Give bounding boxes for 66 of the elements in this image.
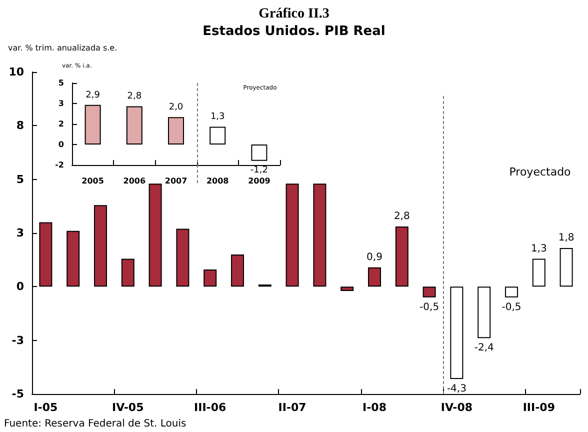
bar [251, 144, 268, 161]
data-label: 1,3 [210, 112, 225, 122]
bar [450, 286, 464, 379]
data-label: 2,8 [394, 211, 410, 222]
y-tick-label: -5 [12, 388, 24, 400]
x-tick-label: I-05 [34, 401, 58, 414]
x-tick-label: 2007 [164, 176, 188, 186]
x-tick-label: III-09 [522, 401, 555, 414]
y-tick-label: 3 [16, 226, 24, 240]
source-note: Fuente: Reserva Federal de St. Louis [4, 418, 186, 430]
y-tick-label: 10 [8, 66, 24, 78]
x-tick-label: IV-05 [112, 401, 144, 414]
bar [560, 248, 573, 287]
data-label: -4,3 [446, 383, 466, 394]
bar [210, 126, 226, 144]
bar [39, 222, 52, 287]
x-tick-label: II-07 [278, 401, 306, 414]
y-tick-label: 3 [58, 99, 64, 108]
bar [532, 258, 546, 287]
y-tick-label: -2 [55, 160, 64, 170]
annotation: Proyectado [509, 166, 572, 178]
x-tick-label: 2006 [123, 176, 146, 186]
chart-subtitle: Estados Unidos. PIB Real [202, 24, 386, 39]
chart-title: Gráfico II.3 [258, 6, 330, 22]
x-tick-label: III-06 [194, 401, 227, 414]
bar [66, 230, 80, 287]
data-label: -0,5 [502, 302, 522, 313]
x-tick-label: 2005 [82, 176, 104, 186]
data-label: 1,8 [558, 232, 574, 244]
x-tick-label: 2008 [206, 176, 230, 186]
bar [340, 286, 354, 291]
bar [121, 258, 134, 287]
bar [148, 184, 162, 287]
y-tick-label: 5 [16, 172, 24, 186]
data-label: -2,4 [474, 342, 494, 354]
x-tick-label: 2009 [248, 176, 271, 186]
y-tick-label: -3 [12, 334, 24, 347]
y-tick-label: 0 [58, 140, 64, 149]
bar [231, 254, 244, 287]
data-label: 2,0 [168, 102, 184, 113]
bar [313, 184, 326, 287]
y-axis-title: var. % trim. anualizada s.e. [8, 44, 118, 52]
x-tick-label: IV-08 [440, 401, 473, 414]
data-label: 1,3 [530, 243, 547, 254]
bar [422, 286, 436, 298]
bar [368, 267, 381, 287]
x-tick-label: I-08 [362, 401, 386, 414]
bar [204, 269, 217, 287]
data-label: -0,5 [420, 302, 440, 313]
data-label: -1,2 [250, 165, 268, 176]
y-tick-label: 2 [58, 120, 64, 128]
y-tick-label: 0 [16, 280, 24, 294]
data-label: 0,9 [366, 252, 382, 263]
data-label: 2,8 [127, 92, 142, 102]
bar [286, 184, 299, 287]
bar [84, 104, 101, 144]
bar [94, 205, 107, 287]
bar [478, 286, 491, 338]
bar [176, 228, 190, 287]
y-tick-label: 5 [58, 78, 64, 88]
bar [505, 286, 518, 298]
bar [395, 226, 408, 287]
bar [168, 117, 184, 144]
data-label: 2,9 [86, 90, 100, 100]
bar [126, 106, 142, 144]
y-tick-label: 8 [16, 119, 24, 132]
